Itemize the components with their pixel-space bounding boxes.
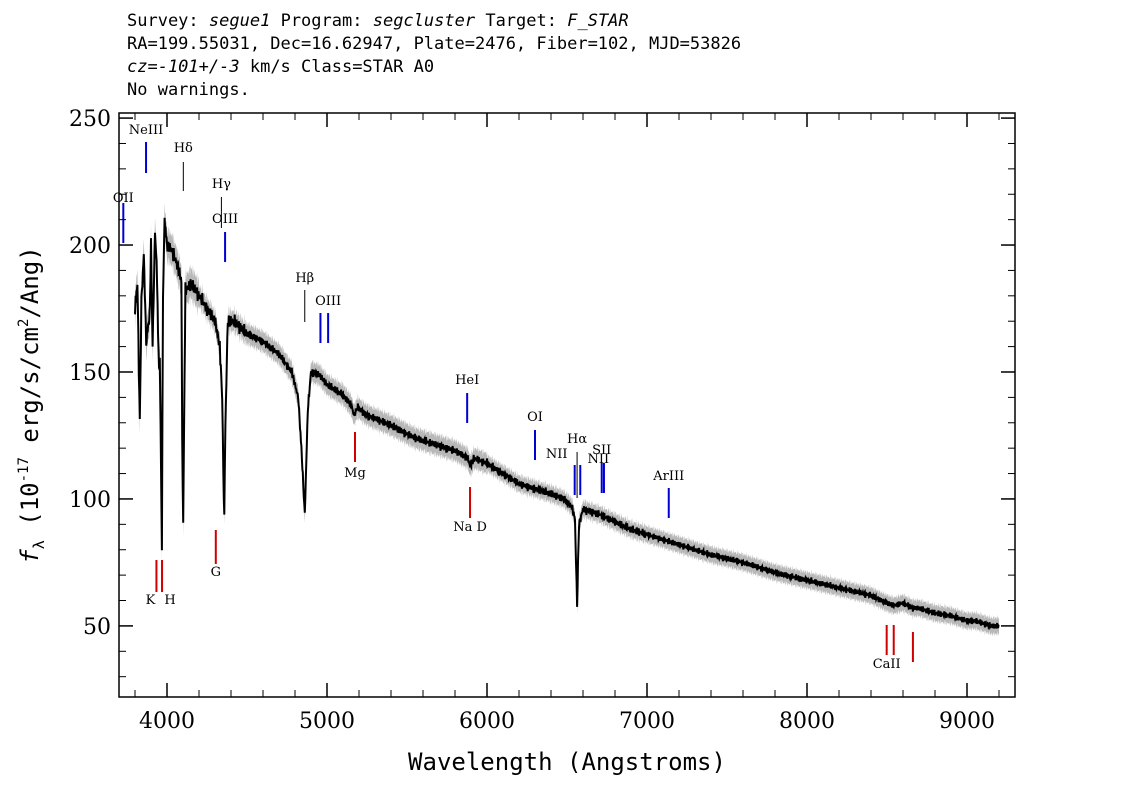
line-label-k: K	[146, 593, 156, 608]
line-label-h: H	[164, 593, 175, 608]
spectrum-line	[134, 217, 1000, 631]
line-label-nii: NII	[546, 447, 568, 462]
line-label-neiii: NeIII	[129, 123, 163, 138]
x-axis-label: Wavelength (Angstroms)	[408, 748, 726, 776]
x-tick-label: 9000	[939, 709, 995, 734]
survey-label: Survey:	[127, 11, 199, 31]
line-label-na-d: Na D	[453, 520, 487, 535]
line-label-mg: Mg	[344, 466, 366, 481]
y-tick-label: 250	[69, 107, 111, 132]
spectrum-header: Survey: segue1 Program: segcluster Targe…	[127, 10, 741, 102]
line-label-oi: OI	[527, 410, 543, 425]
line-label-hei: HeI	[455, 373, 479, 388]
line-label-oii: OII	[113, 191, 134, 206]
program-value: segcluster	[372, 11, 476, 31]
header-line-4: No warnings.	[127, 80, 250, 100]
error-band	[135, 202, 999, 637]
plot-frame	[118, 112, 1016, 698]
program-label: Program:	[280, 11, 363, 31]
header-line-3: cz=-101+/-3 km/s Class=STAR A0	[127, 56, 741, 79]
y-axis-label: fλ (10-17 erg/s/cm2/Ang)	[16, 246, 48, 563]
class-text: km/s Class=STAR A0	[249, 57, 435, 77]
error-band-layer	[135, 202, 999, 637]
target-value: F_STAR	[567, 11, 629, 31]
x-tick-label: 4000	[139, 709, 195, 734]
axis-ticks: 4000 5000 6000 7000 8000 9000 50 100 150 200 250	[69, 107, 1015, 734]
y-tick-label: 100	[69, 488, 111, 513]
line-label-hβ: Hβ	[295, 271, 314, 286]
spectral-line-markers: OIINeIIIHδHγOIIIHβOIIIHeIOINIIHαNIISIIAr…	[113, 123, 914, 672]
line-label-hδ: Hδ	[174, 141, 193, 156]
x-tick-label: 7000	[619, 709, 675, 734]
line-label-oiii: OIII	[315, 294, 341, 309]
y-tick-label: 50	[83, 615, 111, 640]
y-tick-label: 150	[69, 361, 111, 386]
survey-value: segue1	[208, 11, 271, 31]
line-label-ariii: ArIII	[652, 469, 684, 484]
line-label-caii: CaII	[873, 657, 901, 672]
spectrum-line-layer	[134, 217, 1000, 631]
line-label-g: G	[211, 565, 221, 580]
x-tick-label: 5000	[299, 709, 355, 734]
header-line-1: Survey: segue1 Program: segcluster Targe…	[127, 10, 741, 33]
header-line-2: RA=199.55031, Dec=16.62947, Plate=2476, …	[127, 34, 742, 54]
x-tick-label: 8000	[779, 709, 835, 734]
cz-value: cz=-101+/-3	[127, 57, 240, 77]
line-label-sii: SII	[592, 443, 611, 458]
line-label-oiii: OIII	[212, 212, 238, 227]
x-tick-label: 6000	[459, 709, 515, 734]
line-label-hγ: Hγ	[212, 177, 231, 192]
target-label: Target:	[485, 11, 557, 31]
y-tick-label: 200	[69, 234, 111, 259]
line-label-hα: Hα	[567, 432, 587, 447]
